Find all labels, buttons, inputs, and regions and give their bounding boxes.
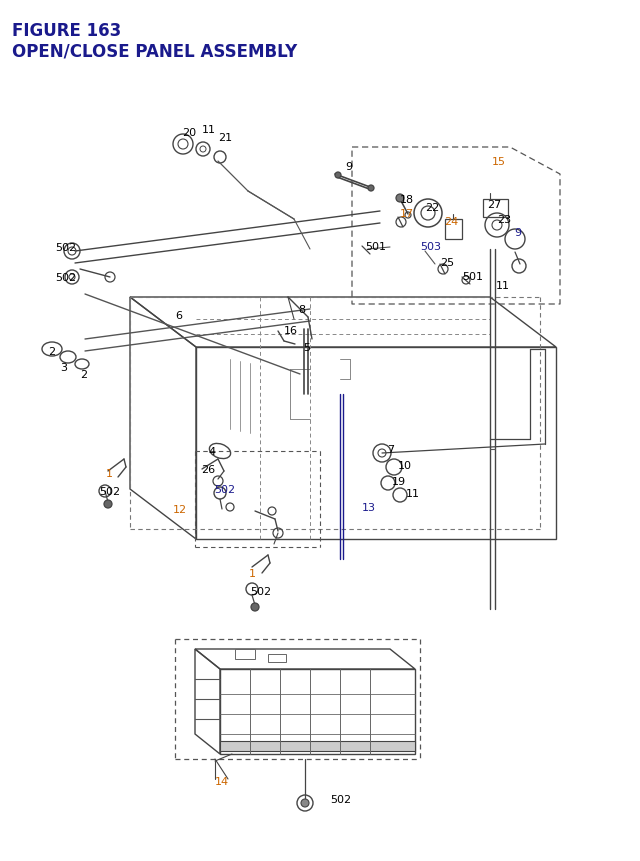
Text: 9: 9 [345, 162, 352, 172]
Circle shape [368, 186, 374, 192]
Text: 2: 2 [80, 369, 87, 380]
Circle shape [104, 500, 112, 508]
Text: 18: 18 [400, 195, 414, 205]
Text: 13: 13 [362, 503, 376, 512]
Bar [220, 741, 415, 751]
Text: 9: 9 [514, 228, 521, 238]
Text: 22: 22 [425, 202, 439, 213]
Text: 16: 16 [284, 325, 298, 336]
Circle shape [251, 604, 259, 611]
Text: 14: 14 [215, 776, 229, 786]
Text: 1: 1 [106, 468, 113, 479]
Bar [235, 649, 255, 660]
Text: 2: 2 [48, 347, 55, 356]
Text: 11: 11 [496, 281, 510, 291]
Text: 19: 19 [392, 476, 406, 486]
Text: 1: 1 [249, 568, 256, 579]
Bar [268, 654, 286, 662]
Text: 502: 502 [250, 586, 271, 597]
Circle shape [396, 195, 404, 202]
Text: 502: 502 [99, 486, 120, 497]
Text: 24: 24 [444, 217, 458, 226]
Circle shape [335, 173, 341, 179]
Text: 503: 503 [420, 242, 441, 251]
Circle shape [301, 799, 309, 807]
Text: FIGURE 163: FIGURE 163 [12, 22, 121, 40]
Text: 23: 23 [497, 214, 511, 225]
Text: 20: 20 [182, 127, 196, 138]
Text: 502: 502 [330, 794, 351, 804]
Text: OPEN/CLOSE PANEL ASSEMBLY: OPEN/CLOSE PANEL ASSEMBLY [12, 42, 297, 60]
Text: 502: 502 [55, 273, 76, 282]
Text: 501: 501 [365, 242, 386, 251]
Text: 11: 11 [406, 488, 420, 499]
Text: 7: 7 [387, 444, 394, 455]
Text: 26: 26 [201, 464, 215, 474]
Text: 15: 15 [492, 157, 506, 167]
Text: 12: 12 [173, 505, 187, 514]
Text: 25: 25 [440, 257, 454, 268]
Text: 21: 21 [218, 133, 232, 143]
Text: 8: 8 [298, 305, 305, 314]
Text: 6: 6 [175, 311, 182, 320]
Text: 10: 10 [398, 461, 412, 470]
Text: 11: 11 [202, 125, 216, 135]
Text: 27: 27 [487, 200, 501, 210]
Text: 3: 3 [60, 362, 67, 373]
Text: 5: 5 [303, 343, 310, 353]
Text: 502: 502 [55, 243, 76, 253]
Text: 502: 502 [214, 485, 235, 494]
Text: 17: 17 [400, 208, 414, 219]
Text: 501: 501 [462, 272, 483, 282]
Text: 4: 4 [208, 447, 215, 456]
